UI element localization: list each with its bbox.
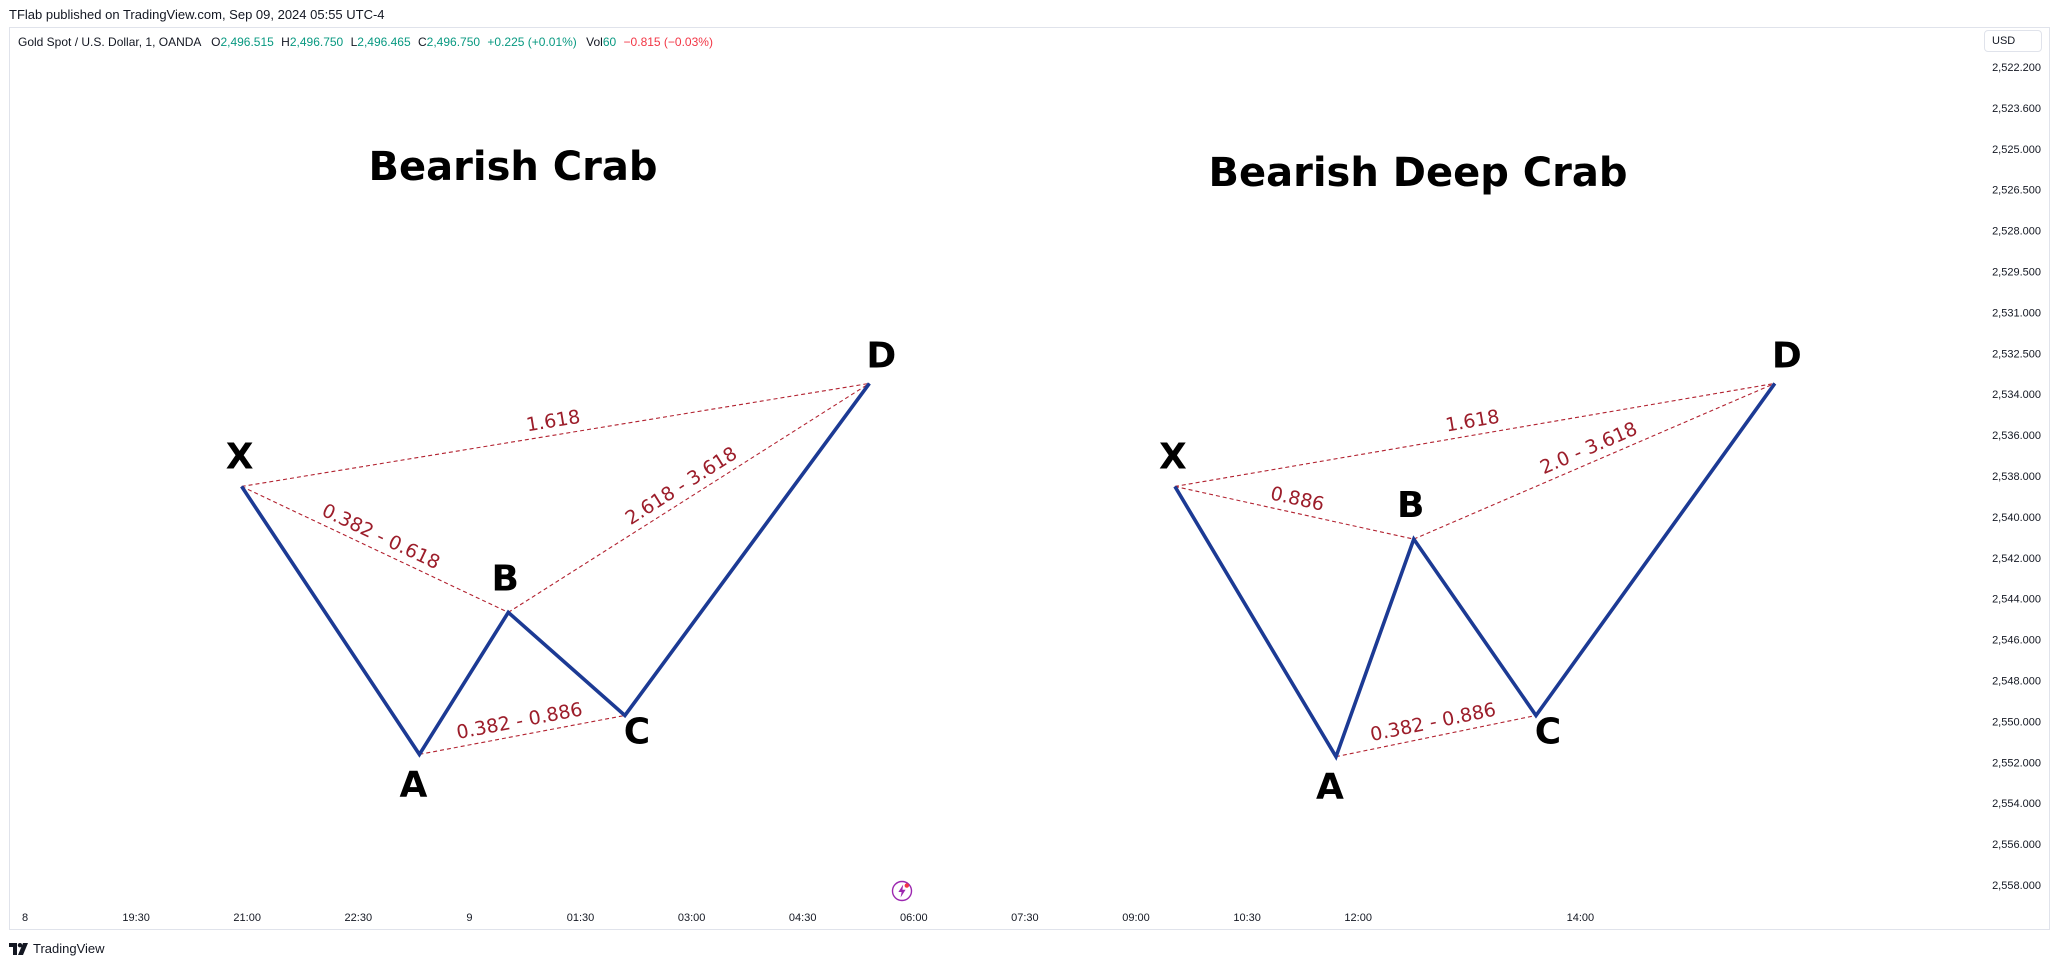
time-tick-label: 14:00 bbox=[1567, 912, 1595, 924]
volume-change-value: −0.815 (−0.03%) bbox=[623, 35, 713, 49]
pattern-title: Bearish Crab bbox=[369, 144, 658, 190]
point-label-a: A bbox=[1316, 767, 1344, 808]
close-value: 2,496.750 bbox=[426, 35, 481, 49]
low-value: 2,496.465 bbox=[357, 35, 411, 49]
point-label-b: B bbox=[1397, 485, 1424, 526]
symbol-legend: Gold Spot / U.S. Dollar, 1, OANDA O2,496… bbox=[18, 35, 713, 49]
time-tick-label: 22:30 bbox=[345, 912, 373, 924]
volume-label: Vol bbox=[586, 35, 603, 49]
price-tick-label: 2,542.000 bbox=[1992, 553, 2041, 565]
price-tick-label: 2,526.500 bbox=[1992, 185, 2041, 197]
ratio-line-bd bbox=[1413, 382, 1776, 540]
ratio-label: 0.382 - 0.618 bbox=[319, 500, 444, 574]
ratio-line-xb bbox=[1174, 485, 1414, 540]
ratio-label: 0.382 - 0.886 bbox=[1368, 699, 1498, 746]
top-bar: TFlab published on TradingView.com, Sep … bbox=[0, 0, 2059, 26]
time-tick-label: 01:30 bbox=[567, 912, 595, 924]
time-tick-label: 06:00 bbox=[900, 912, 928, 924]
ratio-line-bd bbox=[507, 382, 870, 613]
chart-pane[interactable] bbox=[9, 27, 2050, 930]
point-label-x: X bbox=[1159, 436, 1187, 477]
pattern-title: Bearish Deep Crab bbox=[1209, 150, 1628, 196]
ratio-line-xb bbox=[241, 485, 509, 613]
ratio-line-ac bbox=[1335, 714, 1537, 758]
time-tick-label: 19:30 bbox=[122, 912, 150, 924]
point-label-d: D bbox=[1772, 335, 1802, 376]
point-label-b: B bbox=[492, 558, 519, 599]
price-tick-label: 2,536.000 bbox=[1992, 430, 2041, 442]
ratio-label: 0.382 - 0.886 bbox=[455, 698, 585, 743]
time-tick-label: 03:00 bbox=[678, 912, 706, 924]
point-label-a: A bbox=[399, 764, 427, 805]
high-value: 2,496.750 bbox=[289, 35, 344, 49]
time-tick-label: 8 bbox=[22, 912, 28, 924]
ratio-line-xd bbox=[241, 382, 870, 487]
volume-value: 60 bbox=[602, 35, 617, 49]
price-tick-label: 2,522.200 bbox=[1992, 62, 2041, 74]
ratio-label: 2.618 - 3.618 bbox=[621, 443, 741, 530]
price-tick-label: 2,546.000 bbox=[1992, 635, 2041, 647]
currency-selector[interactable]: USD bbox=[1984, 30, 2042, 52]
time-tick-label: 04:30 bbox=[789, 912, 817, 924]
lightning-icon[interactable] bbox=[891, 880, 913, 902]
price-tick-label: 2,544.000 bbox=[1992, 594, 2041, 606]
open-label: O bbox=[211, 35, 221, 49]
price-tick-label: 2,532.500 bbox=[1992, 348, 2041, 360]
price-tick-label: 2,525.000 bbox=[1992, 144, 2041, 156]
change-value: +0.225 (+0.01%) bbox=[487, 35, 577, 49]
symbol-name[interactable]: Gold Spot / U.S. Dollar, 1, OANDA bbox=[18, 35, 201, 49]
time-tick-label: 10:30 bbox=[1233, 912, 1261, 924]
price-tick-label: 2,538.000 bbox=[1992, 471, 2041, 483]
tradingview-logo-icon bbox=[9, 942, 28, 955]
time-tick-label: 21:00 bbox=[233, 912, 261, 924]
price-tick-label: 2,556.000 bbox=[1992, 839, 2041, 851]
price-tick-label: 2,540.000 bbox=[1992, 512, 2041, 524]
price-tick-label: 2,548.000 bbox=[1992, 676, 2041, 688]
footer-brand[interactable]: TradingView bbox=[9, 940, 105, 956]
pattern-zigzag-line bbox=[1173, 382, 1777, 761]
price-tick-label: 2,528.000 bbox=[1992, 226, 2041, 238]
high-label: H bbox=[281, 35, 290, 49]
pattern-zigzag-line bbox=[240, 382, 871, 758]
time-tick-label: 12:00 bbox=[1344, 912, 1372, 924]
point-label-c: C bbox=[1535, 711, 1561, 752]
price-tick-label: 2,550.000 bbox=[1992, 716, 2041, 728]
published-caption: TFlab published on TradingView.com, Sep … bbox=[9, 7, 385, 22]
point-label-c: C bbox=[624, 711, 650, 752]
time-tick-label: 09:00 bbox=[1122, 912, 1150, 924]
price-tick-label: 2,531.000 bbox=[1992, 307, 2041, 319]
time-tick-label: 9 bbox=[466, 912, 472, 924]
ratio-label: 0.886 bbox=[1268, 483, 1326, 516]
ratio-line-xd bbox=[1174, 382, 1775, 487]
price-tick-label: 2,558.000 bbox=[1992, 880, 2041, 892]
price-tick-label: 2,529.500 bbox=[1992, 267, 2041, 279]
point-label-x: X bbox=[226, 436, 254, 477]
ratio-label: 2.0 - 3.618 bbox=[1537, 418, 1641, 479]
brand-name: TradingView bbox=[33, 941, 105, 957]
price-tick-label: 2,523.600 bbox=[1992, 103, 2041, 115]
price-tick-label: 2,534.000 bbox=[1992, 389, 2041, 401]
time-tick-label: 07:30 bbox=[1011, 912, 1039, 924]
open-value: 2,496.515 bbox=[220, 35, 274, 49]
close-label: C bbox=[418, 35, 427, 49]
price-tick-label: 2,552.000 bbox=[1992, 757, 2041, 769]
low-label: L bbox=[350, 35, 358, 49]
price-tick-label: 2,554.000 bbox=[1992, 798, 2041, 810]
point-label-d: D bbox=[866, 335, 896, 376]
